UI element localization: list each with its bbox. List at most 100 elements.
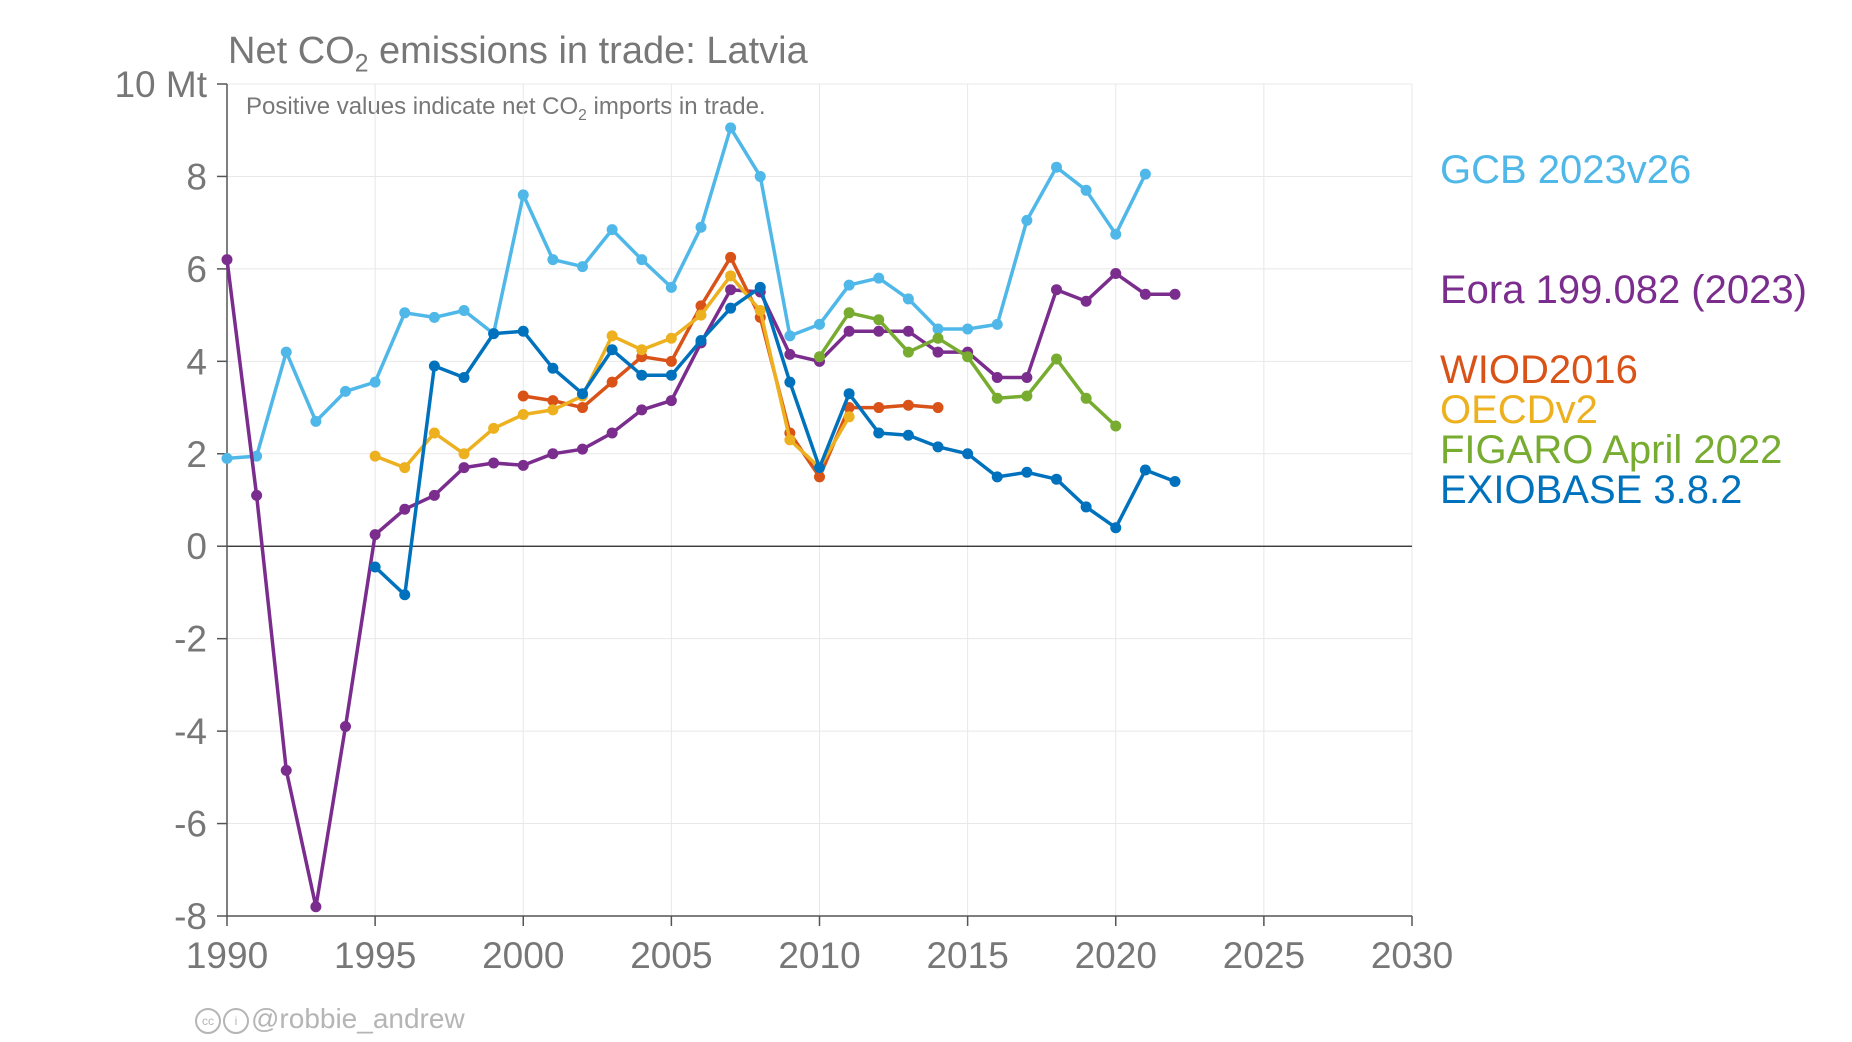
- data-point: [932, 323, 944, 335]
- data-point: [902, 325, 914, 337]
- data-point: [606, 427, 618, 439]
- y-tick-label: 8: [186, 156, 207, 197]
- data-point: [843, 411, 855, 423]
- data-point: [1051, 353, 1062, 365]
- data-point: [754, 170, 766, 182]
- data-point: [665, 355, 677, 367]
- data-point: [517, 325, 529, 337]
- data-point: [1021, 390, 1033, 402]
- data-point: [280, 764, 292, 776]
- legend-gcb: GCB 2023v26: [1440, 148, 1692, 192]
- data-point: [1080, 501, 1092, 513]
- y-tick-label: -4: [174, 711, 207, 752]
- data-point: [517, 390, 529, 402]
- y-tick-label: 2: [186, 434, 207, 475]
- data-point: [754, 304, 766, 316]
- data-point: [814, 471, 825, 483]
- data-point: [873, 272, 885, 284]
- x-tick-label: 2010: [778, 935, 860, 976]
- data-point: [902, 293, 914, 305]
- data-point: [369, 450, 381, 462]
- data-point: [665, 281, 677, 293]
- data-point: [340, 720, 351, 732]
- data-point: [458, 372, 470, 384]
- data-point: [695, 221, 707, 233]
- data-point: [725, 302, 737, 314]
- data-point: [606, 344, 618, 356]
- y-tick-label: 4: [186, 341, 207, 382]
- data-point: [1110, 268, 1122, 280]
- data-point: [428, 427, 440, 439]
- data-point: [1110, 420, 1122, 432]
- data-point: [873, 402, 885, 414]
- data-point: [458, 304, 470, 316]
- data-point: [251, 489, 263, 501]
- data-point: [695, 309, 707, 321]
- data-point: [1051, 284, 1062, 296]
- data-point: [399, 462, 411, 474]
- data-point: [843, 388, 855, 400]
- data-point: [962, 448, 974, 460]
- data-point: [1139, 464, 1151, 476]
- data-point: [221, 254, 233, 266]
- data-point: [991, 392, 1003, 404]
- credit-text: @robbie_andrew: [251, 1003, 465, 1034]
- by-icon: i: [223, 1008, 249, 1034]
- x-tick-label: 2025: [1223, 935, 1305, 976]
- data-point: [340, 385, 351, 397]
- data-point: [458, 448, 470, 460]
- x-tick-label: 1990: [186, 935, 268, 976]
- data-point: [547, 395, 559, 407]
- data-point: [902, 399, 914, 411]
- data-point: [428, 360, 440, 372]
- data-point: [428, 311, 440, 323]
- data-point: [1021, 466, 1033, 478]
- data-point: [1021, 372, 1033, 384]
- legend-figaro: FIGARO April 2022: [1440, 428, 1783, 472]
- data-point: [725, 270, 737, 282]
- data-point: [458, 462, 470, 474]
- data-point: [784, 348, 796, 360]
- series-line-5: [373, 285, 1176, 597]
- data-point: [784, 434, 796, 446]
- data-point: [1021, 214, 1033, 226]
- data-point: [1110, 522, 1122, 534]
- chart-title: Net CO2 emissions in trade: Latvia: [228, 30, 808, 78]
- y-tick-label: 10 Mt: [114, 64, 207, 105]
- data-point: [1051, 473, 1062, 485]
- y-tick-label: -8: [174, 896, 207, 937]
- data-point: [1139, 288, 1151, 300]
- data-point: [1110, 228, 1122, 240]
- x-tick-label: 2015: [926, 935, 1008, 976]
- data-point: [1080, 184, 1092, 196]
- data-point: [1080, 392, 1092, 404]
- y-tick-label: -6: [174, 804, 207, 845]
- data-point: [725, 284, 737, 296]
- legend-exiobase: EXIOBASE 3.8.2: [1440, 468, 1743, 512]
- data-point: [843, 279, 855, 291]
- data-point: [221, 452, 233, 464]
- legend-oecd: OECDv2: [1440, 388, 1598, 432]
- data-point: [369, 529, 381, 541]
- data-point: [991, 471, 1003, 483]
- data-point: [636, 369, 648, 381]
- data-point: [754, 281, 766, 293]
- data-point: [814, 351, 825, 363]
- data-point: [932, 402, 944, 414]
- data-point: [636, 404, 648, 416]
- data-point: [310, 901, 322, 913]
- x-tick-label: 2005: [630, 935, 712, 976]
- data-point: [784, 330, 796, 342]
- data-point: [636, 254, 648, 266]
- data-point: [725, 251, 737, 263]
- data-point: [606, 224, 618, 236]
- data-point: [725, 122, 737, 134]
- cc-icon: cc: [195, 1008, 221, 1034]
- y-tick-label: -2: [174, 619, 207, 660]
- x-tick-label: 2030: [1371, 935, 1453, 976]
- data-point: [636, 344, 648, 356]
- data-point: [547, 362, 559, 374]
- x-tick-label: 2000: [482, 935, 564, 976]
- data-point: [932, 346, 944, 358]
